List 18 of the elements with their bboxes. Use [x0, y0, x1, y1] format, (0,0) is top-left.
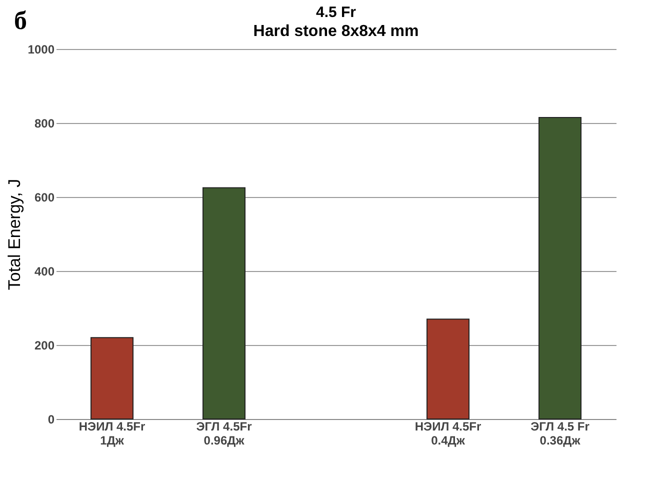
x-tick-label: ЭГЛ 4.5 Fr 0.36Дж — [530, 420, 590, 448]
bar — [426, 318, 470, 420]
x-tick-label: НЭИЛ 4.5Fr 1Дж — [78, 420, 146, 448]
chart-title: 4.5 Fr — [316, 4, 356, 21]
bar — [538, 116, 582, 420]
y-tick-label: 800 — [34, 116, 55, 130]
y-tick-label: 600 — [34, 190, 55, 204]
bar — [90, 337, 134, 420]
text: б — [14, 6, 27, 36]
y-tick-label: 200 — [34, 338, 55, 352]
y-tick-label: 1000 — [28, 42, 55, 56]
y-tick-label: 0 — [48, 412, 55, 426]
x-tick-label: ЭГЛ 4.5Fr 0.96Дж — [196, 420, 252, 448]
chart-subtitle: Hard stone 8x8x4 mm — [253, 23, 419, 40]
x-tick-label: НЭИЛ 4.5Fr 0.4Дж — [414, 420, 482, 448]
bar — [202, 187, 246, 420]
y-tick-label: 400 — [34, 264, 55, 278]
y-axis-title: Total Energy, J — [4, 178, 24, 290]
